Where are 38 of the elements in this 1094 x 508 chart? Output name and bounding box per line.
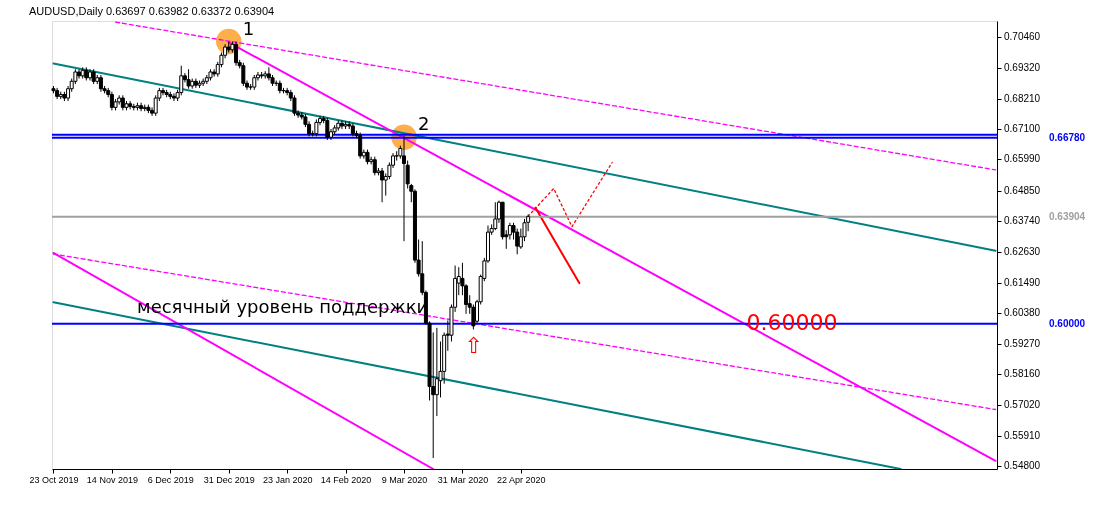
- text: 0.60000: [1049, 317, 1086, 329]
- y-tick-label: 0.55910: [1004, 429, 1041, 441]
- x-tick-label: 31 Mar 2020: [437, 474, 489, 485]
- x-tick-label: 22 Apr 2020: [497, 474, 546, 485]
- candlestick: [493, 201, 498, 231]
- y-tick-label: 0.68210: [1004, 92, 1041, 104]
- y-tick-label: 0.63740: [1004, 215, 1041, 227]
- candlestick: [161, 87, 165, 96]
- candlestick: [402, 135, 406, 242]
- candlestick: [212, 68, 217, 78]
- x-tick-label: 23 Oct 2019: [29, 474, 79, 485]
- ref-line-label: 0.63904: [1049, 210, 1086, 222]
- candlestick: [241, 62, 246, 87]
- chart-title: AUDUSD,Daily 0.63697 0.63982 0.63372 0.63904: [28, 4, 275, 17]
- y-tick-label: 0.65990: [1004, 153, 1041, 165]
- y-tick-label: 0.67100: [1004, 123, 1041, 135]
- annotation: ⇧: [464, 332, 483, 358]
- y-tick-label: 0.54800: [1004, 460, 1041, 472]
- y-tick-label: 0.60380: [1004, 307, 1041, 319]
- x-tick-label: 9 Mar 2020: [381, 474, 428, 485]
- x-tick-label: 14 Feb 2020: [320, 474, 372, 485]
- candlestick: [292, 94, 297, 117]
- annotation: 1: [242, 17, 255, 39]
- y-tick-label: 0.61490: [1004, 276, 1041, 288]
- annotation: 2: [418, 113, 430, 135]
- x-tick-label: 31 Dec 2019: [203, 474, 255, 485]
- y-tick-label: 0.57020: [1004, 399, 1041, 411]
- y-tick-label: 0.58160: [1004, 368, 1041, 380]
- y-tick-label: 0.62630: [1004, 245, 1041, 257]
- y-tick-label: 0.59270: [1004, 337, 1041, 349]
- y-tick-label: 0.64850: [1004, 184, 1041, 196]
- x-tick-label: 6 Dec 2019: [147, 474, 194, 485]
- ref-line-label: 0.66780: [1049, 131, 1086, 143]
- y-tick-label: 0.69320: [1004, 62, 1041, 74]
- x-tick-label: 14 Nov 2019: [86, 474, 138, 485]
- y-tick-label: 0.70460: [1004, 30, 1041, 42]
- candlestick: [380, 167, 385, 203]
- x-tick-label: 23 Jan 2020: [262, 474, 313, 485]
